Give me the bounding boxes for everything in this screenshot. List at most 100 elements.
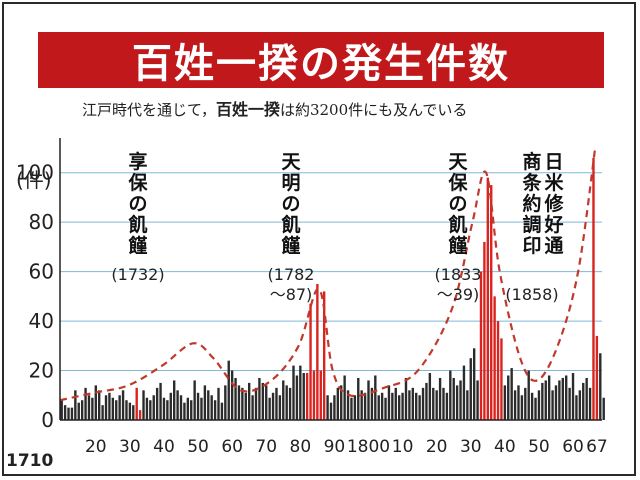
annotation-year: (1782 <box>268 265 315 284</box>
data-bar <box>220 402 224 420</box>
data-bar <box>343 375 346 420</box>
data-bar <box>530 392 534 420</box>
data-bar <box>196 392 200 420</box>
data-bar <box>377 395 380 420</box>
data-bar <box>513 390 517 420</box>
data-bar <box>421 387 425 420</box>
data-bar <box>363 392 367 420</box>
subtitle-suffix: は約3200件にも及んでいる <box>279 101 468 119</box>
data-bar <box>387 385 391 420</box>
chart-subtitle: 江戸時代を通じて，百姓一揆は約3200件にも及んでいる <box>82 96 467 120</box>
famine-bar <box>319 370 322 420</box>
annotation-char: 饉 <box>128 234 147 257</box>
data-bar <box>333 395 336 420</box>
famine-bar <box>322 291 326 420</box>
data-bar <box>585 377 588 420</box>
annotation-char: の <box>128 193 147 215</box>
y-tick-label: 80 <box>29 210 54 234</box>
data-bar <box>210 395 213 420</box>
x-tick-label: 1800 <box>347 437 390 457</box>
data-bar <box>370 387 374 420</box>
x-tick-label: 20 <box>426 437 448 457</box>
data-bar <box>449 370 452 420</box>
x-tick-label: 70 <box>255 437 277 457</box>
x-tick-label: 67 <box>586 437 608 457</box>
data-bar <box>527 370 530 420</box>
data-bar <box>74 390 77 420</box>
data-bar <box>193 380 196 420</box>
famine-bar <box>496 321 500 420</box>
data-bar <box>394 387 397 420</box>
data-bar <box>207 390 210 420</box>
famine-bar <box>493 296 496 420</box>
data-bar <box>360 390 363 420</box>
data-bar <box>329 402 333 420</box>
data-bar <box>428 373 432 420</box>
famine-bar <box>135 387 138 420</box>
data-bar <box>582 382 585 420</box>
annotation-char: 享 <box>128 150 147 173</box>
data-bar <box>230 370 234 420</box>
data-bar <box>200 397 203 420</box>
data-bar <box>247 382 251 420</box>
data-bar <box>575 395 578 420</box>
data-bar <box>60 400 63 420</box>
data-bar <box>115 400 118 420</box>
x-start-label: 1710 <box>6 451 53 471</box>
data-bar <box>261 382 265 420</box>
x-tick-label: 30 <box>460 437 482 457</box>
data-bar <box>367 380 370 420</box>
data-bar <box>203 385 207 420</box>
annotation-year: (1833 <box>435 265 482 284</box>
famine-bar <box>312 370 316 420</box>
data-bar <box>285 385 288 420</box>
y-tick-label: 20 <box>29 359 54 383</box>
data-bar <box>476 380 479 420</box>
data-bar <box>258 377 261 420</box>
famine-bar <box>486 177 489 420</box>
data-bar <box>183 402 186 420</box>
data-bar <box>70 407 74 420</box>
annotation-char: 修 <box>543 192 564 215</box>
data-bar <box>152 395 155 420</box>
y-tick-label: 0 <box>41 408 54 432</box>
x-tick-label: 50 <box>528 437 550 457</box>
data-bar <box>510 368 513 420</box>
data-bar <box>128 402 132 420</box>
data-bar <box>462 365 466 420</box>
data-bar <box>125 400 128 420</box>
x-tick-label: 60 <box>221 437 243 457</box>
data-bar <box>472 348 476 420</box>
data-bar <box>544 380 547 420</box>
famine-bar <box>490 185 493 420</box>
subtitle-emphasis: 百姓一揆 <box>215 100 280 119</box>
data-bar <box>104 395 108 420</box>
annotation-char: 飢 <box>280 213 300 236</box>
data-bar <box>299 365 302 420</box>
data-bar <box>599 353 602 420</box>
annotation-char: 調 <box>522 213 541 236</box>
data-bar <box>466 390 469 420</box>
annotation-char: 飢 <box>127 213 147 236</box>
data-bar <box>121 390 125 420</box>
famine-bar <box>483 241 486 420</box>
data-bar <box>80 400 84 420</box>
annotation-year: 〜39) <box>437 285 480 304</box>
x-tick-label: 30 <box>119 437 141 457</box>
x-tick-label: 40 <box>494 437 516 457</box>
data-bar <box>541 382 544 420</box>
data-bar <box>442 387 445 420</box>
data-bar <box>295 375 299 420</box>
data-bar <box>234 377 237 420</box>
data-bar <box>268 397 271 420</box>
annotation-char: 日 <box>544 151 563 173</box>
data-bar <box>411 387 415 420</box>
x-tick-label: 20 <box>85 437 107 457</box>
data-bar <box>111 397 115 420</box>
x-tick-label: 10 <box>392 437 414 457</box>
data-bar <box>186 397 190 420</box>
data-bar <box>432 387 435 420</box>
famine-bar <box>479 271 483 420</box>
chart-title: 百姓一揆の発生件数 <box>132 41 510 87</box>
